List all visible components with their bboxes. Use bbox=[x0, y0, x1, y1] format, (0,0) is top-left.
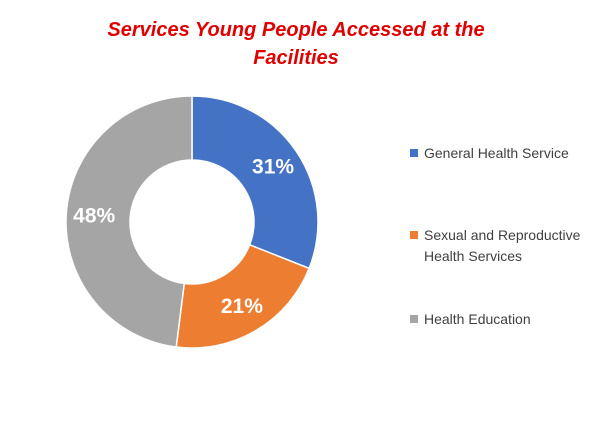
donut-slice-general-health-service bbox=[191, 95, 319, 270]
data-label: 31% bbox=[252, 155, 294, 178]
chart-title: Services Young People Accessed at the Fa… bbox=[107, 19, 485, 69]
legend-item-general-health-service: General Health Service bbox=[410, 143, 584, 164]
legend-swatch bbox=[410, 315, 418, 323]
legend-swatch bbox=[410, 149, 418, 157]
legend-label: Sexual and Reproductive Health Services bbox=[424, 227, 581, 264]
legend-label: General Health Service bbox=[424, 145, 569, 161]
data-label: 48% bbox=[73, 204, 115, 227]
legend-swatch bbox=[410, 231, 418, 239]
legend-item-health-education: Health Education bbox=[410, 309, 584, 330]
data-label: 21% bbox=[221, 295, 263, 318]
donut-slice-sexual-and-reproductive-health-services bbox=[175, 243, 311, 349]
donut-slice-health-education bbox=[65, 95, 193, 348]
legend-label: Health Education bbox=[424, 311, 531, 327]
legend-item-sexual-reproductive-health: Sexual and Reproductive Health Services bbox=[410, 225, 584, 267]
